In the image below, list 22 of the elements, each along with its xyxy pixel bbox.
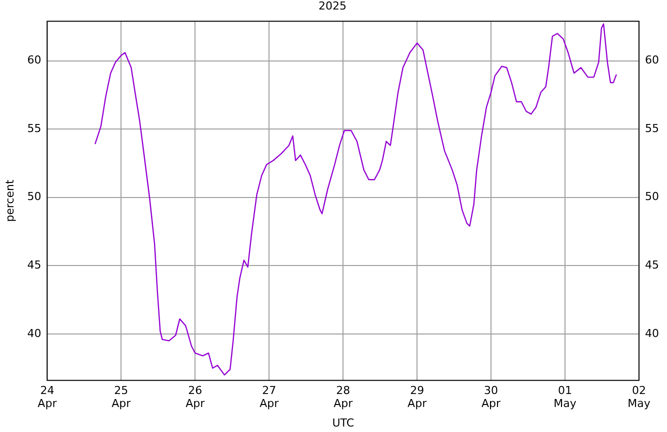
x-tick-label: 01 May — [554, 384, 577, 410]
x-tick-label: 30 Apr — [482, 384, 502, 410]
y2-tick-label: 45 — [645, 258, 660, 272]
y-tick-label: 40 — [27, 326, 42, 340]
y-tick-label: 60 — [27, 54, 42, 67]
y-axis-title: percent — [3, 179, 16, 222]
y-tick-label: 55 — [27, 122, 42, 135]
y-tick-label: 45 — [27, 258, 42, 272]
y2-tick-label: 60 — [645, 54, 660, 67]
x-tick-label: 29 Apr — [408, 384, 428, 410]
x-axis-title: UTC — [332, 416, 354, 430]
x-tick-label: 25 Apr — [112, 384, 132, 410]
x-tick-label: 24 Apr — [38, 384, 58, 410]
x-tick-label: 27 Apr — [260, 384, 280, 410]
y2-tick-label: 55 — [645, 122, 660, 135]
y2-tick-label: 40 — [645, 326, 660, 340]
y-tick-label: 50 — [27, 190, 42, 204]
x-tick-label: 26 Apr — [186, 384, 206, 410]
chart-title: 2025 — [318, 0, 346, 12]
y2-tick-label: 50 — [645, 190, 660, 204]
x-tick-label: 02 May — [628, 384, 651, 410]
x-tick-label: 28 Apr — [334, 384, 354, 410]
